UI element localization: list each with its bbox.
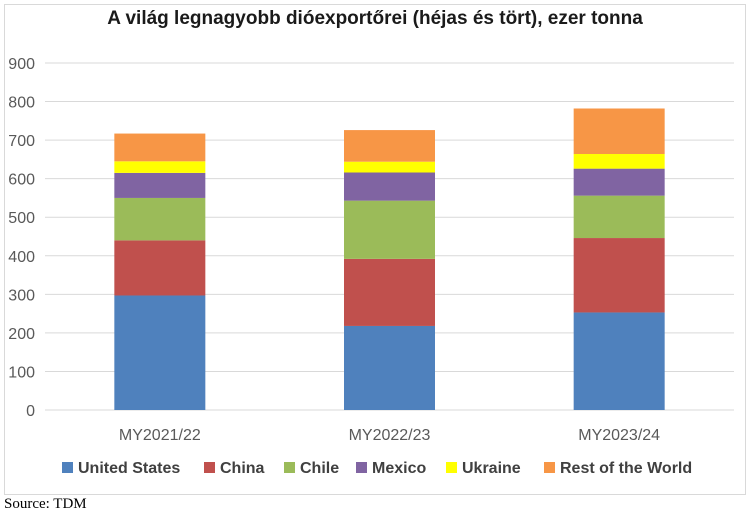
bar-segment	[114, 133, 206, 162]
y-tick-label: 200	[8, 326, 35, 343]
legend-swatch	[204, 462, 215, 473]
legend-swatch	[446, 462, 457, 473]
bar-segment	[573, 153, 665, 169]
y-tick-label: 400	[8, 249, 35, 266]
y-tick-label: 700	[8, 133, 35, 150]
bar-segment	[344, 161, 435, 173]
x-tick-labels: MY2021/22 MY2022/23 MY2023/24	[119, 427, 660, 444]
bar-segment	[114, 172, 206, 198]
legend-label: Ukraine	[462, 460, 521, 477]
legend-swatch	[62, 462, 73, 473]
bar-segment	[114, 295, 206, 410]
legend-label: China	[220, 460, 265, 477]
bar-segment	[573, 108, 665, 154]
bar-stacks	[114, 108, 665, 410]
y-tick-label: 500	[8, 210, 35, 227]
bar-segment	[344, 130, 435, 162]
legend-label: Chile	[300, 460, 339, 477]
bar-segment	[573, 312, 665, 410]
source-note: Source: TDM	[4, 496, 87, 512]
bar-segment	[344, 200, 435, 259]
bar-segment	[114, 197, 206, 241]
y-tick-label: 300	[8, 287, 35, 304]
legend-swatch	[544, 462, 555, 473]
y-tick-label: 800	[8, 95, 35, 112]
legend: United States China Chile Mexico Ukraine Rest…	[62, 460, 692, 477]
bar-segment	[114, 161, 206, 173]
bar-segment	[344, 258, 435, 326]
x-tick-label: MY2023/24	[578, 427, 660, 444]
legend-label: Mexico	[372, 460, 426, 477]
y-tick-labels: 0 100 200 300 400 500 600 700 800 900	[8, 56, 35, 420]
y-tick-label: 0	[26, 403, 35, 420]
bar-segment	[344, 325, 435, 410]
y-tick-label: 900	[8, 56, 35, 73]
x-tick-label: MY2021/22	[119, 427, 201, 444]
bar-segment	[573, 168, 665, 196]
y-tick-label: 100	[8, 364, 35, 381]
legend-swatch	[356, 462, 367, 473]
chart-title: A világ legnagyobb dióexportőrei (héjas …	[107, 8, 643, 29]
bar-segment	[114, 240, 206, 296]
legend-label: Rest of the World	[560, 460, 692, 477]
bar-segment	[573, 238, 665, 313]
bar-segment	[573, 195, 665, 239]
y-tick-label: 600	[8, 172, 35, 189]
legend-label: United States	[78, 460, 180, 477]
legend-swatch	[284, 462, 295, 473]
bar-segment	[344, 172, 435, 201]
x-tick-label: MY2022/23	[349, 427, 431, 444]
